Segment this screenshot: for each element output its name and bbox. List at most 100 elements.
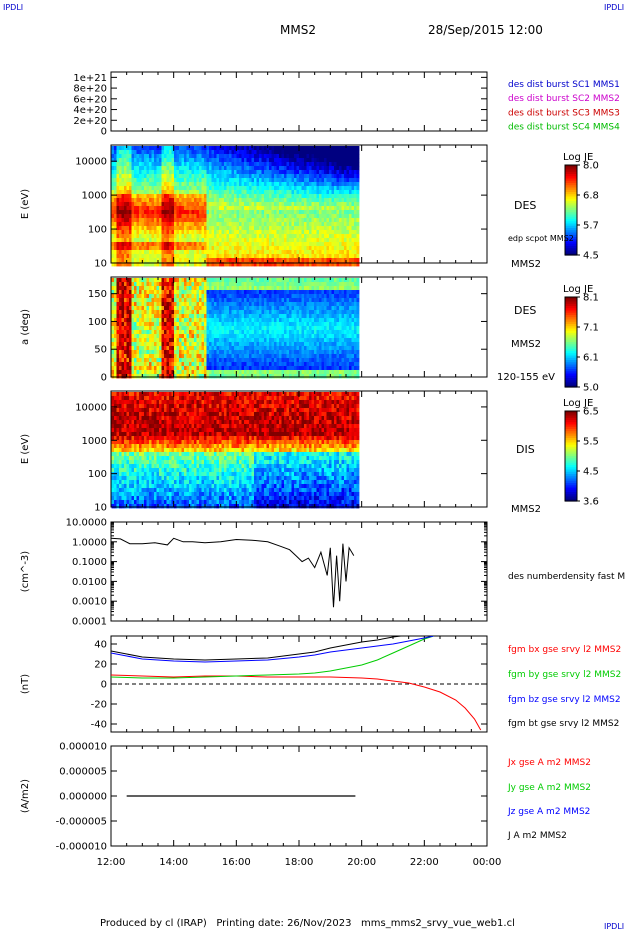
heatmap-cell xyxy=(144,346,147,351)
heatmap-cell xyxy=(219,226,222,231)
heatmap-cell xyxy=(201,306,205,311)
heatmap-cell xyxy=(169,330,172,335)
heatmap-cell xyxy=(116,186,120,191)
heatmap-cell xyxy=(191,198,195,203)
heatmap-cell xyxy=(206,306,210,311)
heatmap-cell xyxy=(264,222,267,227)
heatmap-cell xyxy=(229,178,232,183)
heatmap-cell xyxy=(124,298,127,303)
heatmap-cell xyxy=(156,158,160,163)
heatmap-cell xyxy=(244,334,247,339)
heatmap-cell xyxy=(171,234,175,239)
heatmap-cell xyxy=(204,366,207,371)
heatmap-cell xyxy=(354,210,357,215)
heatmap-cell xyxy=(229,158,232,163)
heatmap-cell xyxy=(266,154,270,159)
heatmap-cell xyxy=(111,302,115,307)
heatmap-cell xyxy=(171,178,175,183)
heatmap-cell xyxy=(154,294,157,299)
heatmap-cell xyxy=(149,242,152,247)
heatmap-cell xyxy=(114,210,117,215)
heatmap-cell xyxy=(116,166,120,171)
heatmap-cell xyxy=(251,210,255,215)
heatmap-cell xyxy=(286,278,290,283)
heatmap-cell xyxy=(179,190,182,195)
heatmap-cell xyxy=(279,158,282,163)
heatmap-cell xyxy=(254,346,257,351)
heatmap-cell xyxy=(321,202,325,207)
heatmap-cell xyxy=(234,190,237,195)
heatmap-cell xyxy=(291,370,295,375)
heatmap-cell xyxy=(194,330,197,335)
heatmap-cell xyxy=(341,202,345,207)
heatmap-cell xyxy=(354,190,357,195)
heatmap-cell xyxy=(141,346,145,351)
heatmap-cell xyxy=(294,206,297,211)
heatmap-cell xyxy=(219,338,222,343)
heatmap-cell xyxy=(294,170,297,175)
heatmap-cell xyxy=(244,186,247,191)
heatmap-cell xyxy=(304,170,307,175)
heatmap-cell xyxy=(286,166,290,171)
heatmap-cell xyxy=(289,210,292,215)
heatmap-cell xyxy=(151,242,155,247)
heatmap-cell xyxy=(279,358,282,363)
heatmap-cell xyxy=(321,242,325,247)
heatmap-cell xyxy=(134,374,137,379)
heatmap-cell xyxy=(281,242,285,247)
heatmap-cell xyxy=(184,326,187,331)
heatmap-cell xyxy=(291,226,295,231)
heatmap-cell xyxy=(151,258,155,263)
heatmap-cell xyxy=(116,202,120,207)
heatmap-cell xyxy=(236,234,240,239)
heatmap-cell xyxy=(184,210,187,215)
heatmap-cell xyxy=(284,366,287,371)
heatmap-cell xyxy=(214,366,217,371)
heatmap-cell xyxy=(244,290,247,295)
heatmap-cell xyxy=(254,354,257,359)
heatmap-cell xyxy=(211,154,215,159)
heatmap-cell xyxy=(211,174,215,179)
heatmap-cell xyxy=(211,350,215,355)
heatmap-cell xyxy=(329,150,332,155)
heatmap-cell xyxy=(166,238,170,243)
heatmap-cell xyxy=(159,298,162,303)
heatmap-cell xyxy=(326,234,330,239)
heatmap-cell xyxy=(344,154,347,159)
heatmap-cell xyxy=(219,290,222,295)
heatmap-cell xyxy=(124,242,127,247)
heatmap-cell xyxy=(286,214,290,219)
heatmap-cell xyxy=(281,170,285,175)
heatmap-cell xyxy=(114,250,117,255)
heatmap-cell xyxy=(281,150,285,155)
heatmap-cell xyxy=(256,286,260,291)
heatmap-cell xyxy=(174,354,177,359)
heatmap-cell xyxy=(144,286,147,291)
heatmap-cell xyxy=(124,146,127,151)
heatmap-cell xyxy=(239,230,242,235)
heatmap-cell xyxy=(151,322,155,327)
heatmap-cell xyxy=(241,334,245,339)
heatmap-cell xyxy=(341,198,345,203)
heatmap-cell xyxy=(241,242,245,247)
heatmap-cell xyxy=(304,238,307,243)
heatmap-cell xyxy=(121,222,125,227)
heatmap-cell xyxy=(274,178,277,183)
heatmap-cell xyxy=(214,326,217,331)
heatmap-cell xyxy=(154,226,157,231)
heatmap-cell xyxy=(276,202,280,207)
heatmap-cell xyxy=(144,238,147,243)
heatmap-cell xyxy=(256,354,260,359)
heatmap-cell xyxy=(189,338,192,343)
heatmap-cell xyxy=(149,290,152,295)
heatmap-cell xyxy=(209,194,212,199)
heatmap-cell xyxy=(189,286,192,291)
heatmap-cell xyxy=(286,182,290,187)
heatmap-cell xyxy=(239,286,242,291)
heatmap-cell xyxy=(246,350,250,355)
heatmap-cell xyxy=(181,218,185,223)
heatmap-cell xyxy=(139,198,142,203)
heatmap-cell xyxy=(291,174,295,179)
heatmap-cell xyxy=(254,294,257,299)
heatmap-cell xyxy=(161,230,165,235)
